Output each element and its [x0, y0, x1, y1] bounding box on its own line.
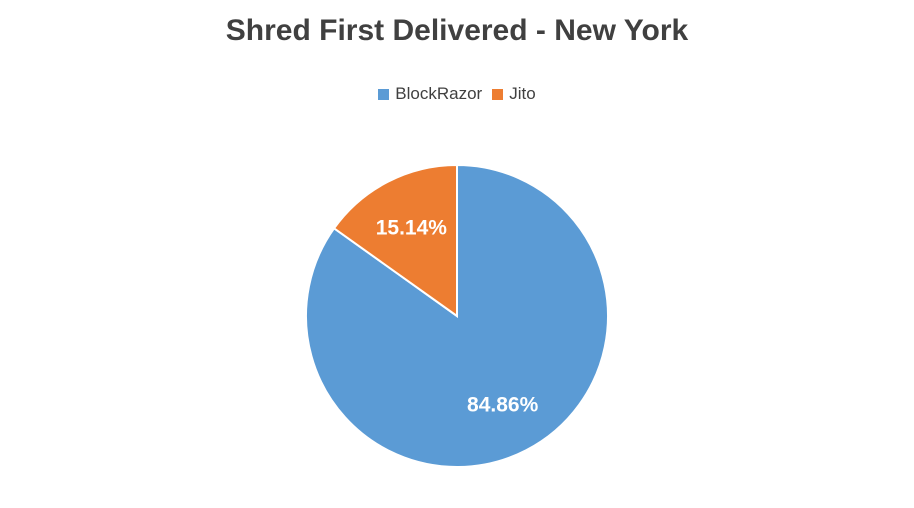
pie-slice-jito: [332, 163, 458, 318]
pie-slice-blockrazor: [305, 163, 609, 468]
legend-swatch-jito: [492, 88, 504, 100]
legend-swatch-blockrazor: [378, 88, 390, 100]
chart-title: Shred First Delivered - New York: [225, 14, 689, 47]
slice-label-blockrazor: 84.86%: [467, 394, 539, 417]
legend-label-jito: Jito: [509, 84, 536, 103]
legend-item-blockrazor: BlockRazor: [378, 84, 482, 104]
pie-slices: [305, 163, 609, 468]
pie-labels: 84.86% 15.14%: [376, 216, 539, 416]
legend-label-blockrazor: BlockRazor: [395, 84, 483, 103]
legend: BlockRazor Jito: [0, 84, 914, 104]
legend-item-jito: Jito: [492, 84, 536, 104]
slice-label-jito: 15.14%: [376, 216, 448, 239]
